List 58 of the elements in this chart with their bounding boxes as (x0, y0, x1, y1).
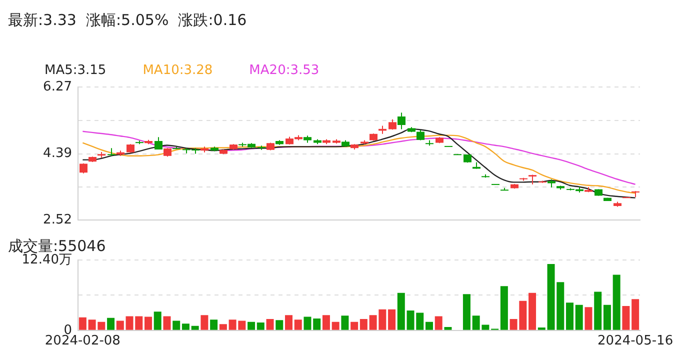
bar (116, 320, 124, 330)
bar (266, 319, 274, 330)
bar (163, 316, 171, 330)
bar (172, 320, 180, 330)
bar (434, 316, 442, 330)
bar (397, 292, 405, 330)
bar (632, 299, 640, 330)
chart-title: 最新:3.33 涨幅:5.05% 涨跌:0.16 (8, 10, 247, 29)
bar (332, 322, 340, 330)
candlestick (398, 112, 406, 130)
candlestick (416, 129, 424, 141)
bar (294, 320, 302, 330)
bar (528, 292, 536, 330)
bar (612, 274, 620, 330)
bar (285, 315, 292, 330)
bar (341, 316, 349, 330)
bar (304, 316, 312, 330)
bar (584, 307, 592, 330)
line-series (82, 130, 636, 185)
bar (603, 304, 611, 330)
bar (622, 306, 630, 330)
bar (144, 316, 152, 330)
text: MA10:3.28 (142, 62, 213, 78)
bar (594, 292, 602, 330)
bar (219, 324, 227, 330)
x-tick-label: 2024-05-16 (598, 334, 674, 349)
candlestick (108, 148, 116, 156)
bar (154, 312, 162, 330)
bar (360, 319, 368, 330)
bar (350, 322, 358, 330)
bar (248, 322, 256, 330)
text: MA5:3.15 (44, 62, 106, 78)
y-tick-label: 2.52 (43, 212, 72, 228)
candlestick (528, 174, 536, 185)
bar (191, 326, 199, 330)
bar (388, 309, 396, 330)
chart-title: 成交量:55046 (8, 236, 106, 255)
y-tick-label: 4.39 (43, 146, 72, 162)
bar (256, 322, 264, 330)
bar (78, 317, 86, 330)
bar (182, 324, 190, 330)
text: MA20:3.53 (249, 62, 320, 78)
bar (566, 302, 574, 330)
bar (210, 320, 218, 330)
bar (313, 318, 321, 330)
bar (444, 326, 452, 330)
y-tick-label: 12.40万 (22, 252, 72, 268)
bar (426, 322, 433, 330)
candlestick (154, 136, 162, 150)
bar (322, 315, 330, 330)
bar (107, 318, 115, 330)
bar (276, 320, 284, 330)
y-tick-label: 6.27 (43, 79, 72, 94)
bar (500, 286, 508, 330)
bar (575, 304, 583, 330)
bar (462, 294, 470, 330)
bar (200, 315, 208, 330)
line-series (82, 128, 636, 198)
